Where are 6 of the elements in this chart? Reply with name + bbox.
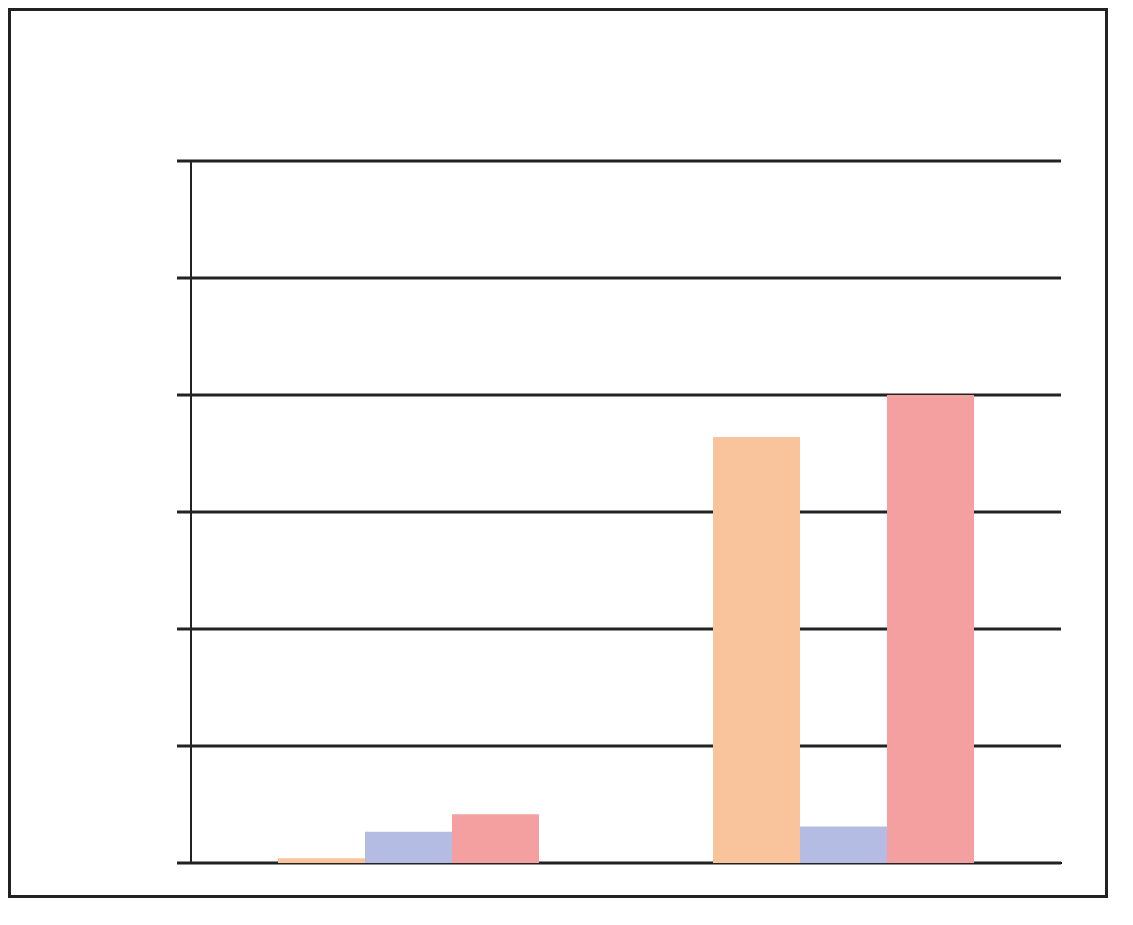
- bar: [365, 831, 452, 863]
- bar: [278, 858, 365, 863]
- bar: [713, 437, 800, 863]
- bar: [452, 814, 539, 863]
- bar: [887, 395, 974, 863]
- bar: [800, 826, 887, 863]
